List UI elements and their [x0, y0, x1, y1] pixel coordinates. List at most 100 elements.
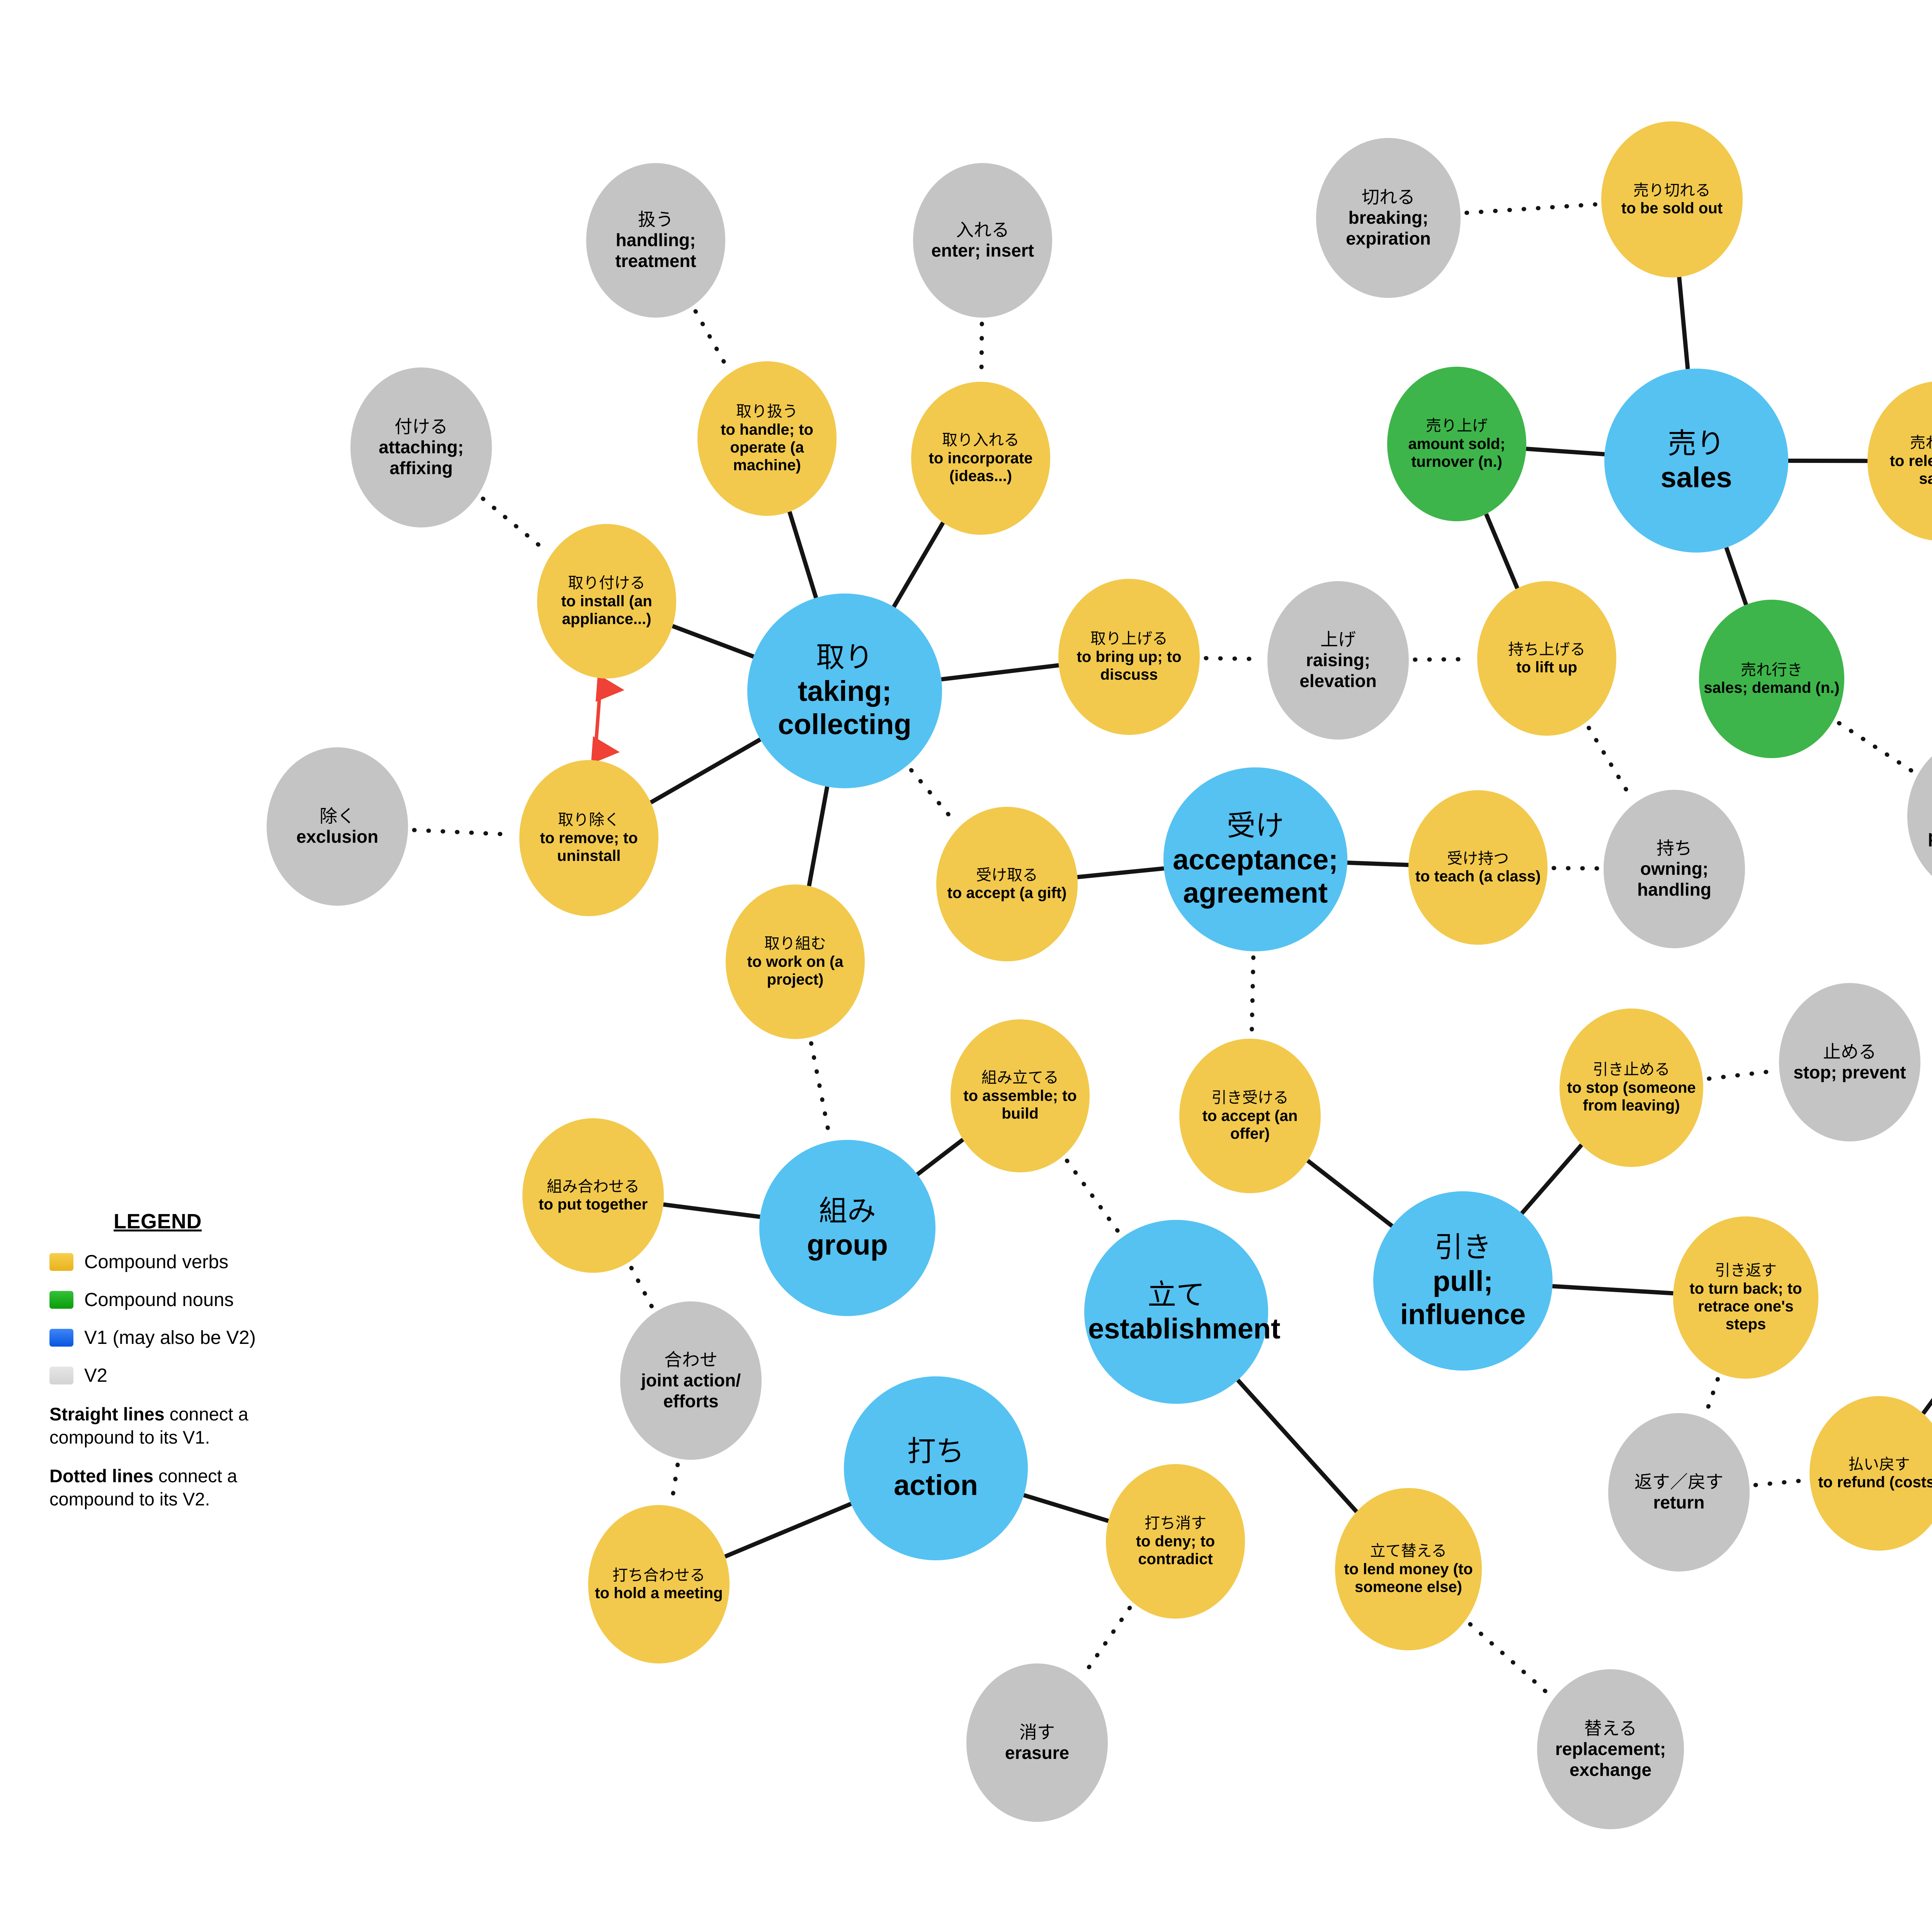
node-en-label: handling; treatment [615, 230, 696, 271]
node-mochiageru[interactable]: 持ち上げる to lift up [1477, 581, 1616, 736]
node-age[interactable]: 上げ raising; elevation [1267, 581, 1409, 740]
node-uketoru[interactable]: 受け取る to accept (a gift) [936, 807, 1078, 961]
node-jp-label: 引き受ける [1211, 1089, 1289, 1107]
node-uchi[interactable]: 打ち action [844, 1376, 1028, 1560]
legend-note-dotted: Dotted lines connect a compound to its V… [49, 1464, 320, 1511]
node-atsukau[interactable]: 扱う handling; treatment [586, 163, 725, 318]
node-jp-label: 取り組む [764, 935, 826, 952]
node-yuki[interactable]: 行きjourney; proceedings [1907, 736, 1932, 896]
edge-dotted-v2 [809, 1041, 832, 1138]
node-jp-label: 打ち [907, 1435, 964, 1468]
node-ireru[interactable]: 入れる enter; insert [913, 163, 1052, 318]
node-jp-label: 替える [1584, 1718, 1637, 1738]
node-hikikaesu[interactable]: 引き返す to turn back; to retrace one's steps [1673, 1216, 1818, 1379]
node-tsukeru[interactable]: 付ける attaching; affixing [350, 367, 492, 527]
legend-swatch-icon [49, 1291, 73, 1309]
node-en-label: to hold a meeting [595, 1585, 723, 1602]
node-uchikesu[interactable]: 打ち消す to deny; to contradict [1106, 1464, 1245, 1619]
node-uriage[interactable]: 売り上げ amount sold; turnover (n.) [1387, 367, 1526, 521]
node-jp-label: 受け持つ [1447, 850, 1509, 867]
node-jp-label: 取り付ける [568, 575, 645, 592]
node-uredasu[interactable]: 売れ出すto release (for sales) [1867, 381, 1932, 541]
node-kaeru[interactable]: 替える replacement; exchange [1537, 1669, 1684, 1829]
node-mochi[interactable]: 持ち owning; handling [1604, 790, 1745, 948]
node-en-label: exclusion [296, 827, 379, 847]
node-toriageru[interactable]: 取り上げる to bring up; to discuss [1058, 579, 1200, 735]
node-kesu[interactable]: 消す erasure [966, 1663, 1108, 1822]
node-jp-label: 受け [1227, 810, 1284, 842]
node-kumiawaseru[interactable]: 組み合わせる to put together [522, 1118, 664, 1273]
edge-dotted-v2 [909, 768, 957, 825]
node-en-label: to release (for sales) [1889, 452, 1932, 488]
node-toritsukeru[interactable]: 取り付ける to install (an appliance...) [537, 524, 676, 679]
edge-dotted-v2 [412, 828, 515, 837]
node-toriireru[interactable]: 取り入れる to incorporate (ideas...) [911, 382, 1050, 535]
edge-dotted-v2 [1587, 726, 1634, 801]
legend-item-label: V1 (may also be V2) [84, 1327, 256, 1348]
node-hiki[interactable]: 引き pull; influence [1373, 1191, 1553, 1371]
node-ureyuki[interactable]: 売れ行き sales; demand (n.) [1699, 600, 1844, 758]
node-torikumu[interactable]: 取り組む to work on (a project) [726, 884, 865, 1039]
node-torinozoku[interactable]: 取り除く to remove; to uninstall [519, 760, 658, 916]
node-jp-label: 受け取る [976, 866, 1038, 884]
node-jp-label: 引き止める [1593, 1061, 1670, 1078]
node-uke[interactable]: 受け acceptance; agreement [1163, 767, 1347, 951]
legend: LEGEND Compound verbs Compound nouns V1 (m… [49, 1209, 389, 1511]
node-hikitomeru[interactable]: 引き止める to stop (someone from leaving) [1560, 1009, 1703, 1167]
node-kumitateru[interactable]: 組み立てる to assemble; to build [951, 1019, 1090, 1172]
node-kumi[interactable]: 組み group [759, 1140, 935, 1316]
edge-solid-v1 [787, 511, 818, 599]
node-tate[interactable]: 立て establishment [1084, 1220, 1281, 1404]
legend-note-straight-bold: Straight lines [49, 1404, 165, 1424]
edge-solid-v1 [1347, 861, 1409, 867]
node-tori[interactable]: 取り taking; collecting [747, 594, 942, 788]
node-kaesumodosu[interactable]: 返す／戻す return [1608, 1413, 1750, 1571]
legend-item-label: Compound nouns [84, 1289, 234, 1310]
node-tomeru[interactable]: 止める stop; prevent [1779, 983, 1920, 1141]
node-urikireru[interactable]: 売り切れる to be sold out [1601, 121, 1743, 277]
node-jp-label: 取り扱う [736, 403, 798, 420]
node-uri[interactable]: 売り sales [1604, 369, 1788, 553]
edge-solid-v1 [941, 663, 1059, 682]
node-en-label: stop; prevent [1793, 1062, 1906, 1082]
edge-solid-v1 [1023, 1493, 1109, 1523]
node-ukemotsu[interactable]: 受け持つ to teach (a class) [1408, 790, 1548, 945]
node-jp-label: 打ち消す [1145, 1515, 1206, 1532]
node-en-label: to lend money (to someone else) [1344, 1560, 1473, 1596]
edge-dotted-v2 [1065, 1158, 1121, 1235]
node-kireru[interactable]: 切れる breaking; expiration [1316, 138, 1461, 298]
node-en-label: attaching; affixing [379, 437, 464, 478]
node-en-label: replacement; exchange [1555, 1739, 1666, 1780]
node-tatekaeru[interactable]: 立て替える to lend money (to someone else) [1335, 1488, 1482, 1650]
node-nozoku[interactable]: 除く exclusion [267, 747, 408, 906]
node-jp-label: 行き [1911, 785, 1932, 806]
node-jp-label: 売れ出す [1910, 434, 1932, 452]
node-jp-label: 合わせ [664, 1349, 718, 1370]
legend-item-1: Compound nouns [49, 1289, 389, 1311]
node-en-label: to accept (an offer) [1202, 1107, 1298, 1143]
node-en-label: to accept (a gift) [947, 884, 1067, 901]
legend-swatch-icon [49, 1367, 73, 1384]
node-en-label: acceptance; agreement [1173, 844, 1338, 909]
node-haraimodosu[interactable]: 払い戻す to refund (costs) [1810, 1396, 1932, 1551]
node-en-label: establishment [1088, 1313, 1281, 1345]
node-hikiukeru[interactable]: 引き受ける to accept (an offer) [1179, 1039, 1321, 1193]
node-jp-label: 売り切れる [1633, 182, 1711, 199]
edge-solid-v1 [1677, 277, 1690, 369]
node-jp-label: 立て [1148, 1279, 1205, 1311]
node-uchiawaseru[interactable]: 打ち合わせる to hold a meeting [588, 1505, 730, 1663]
edge-dotted-v2 [1468, 1622, 1551, 1697]
edge-solid-v1 [1552, 1284, 1673, 1296]
node-jp-label: 切れる [1362, 187, 1415, 207]
node-awase[interactable]: 合わせ joint action/ efforts [620, 1301, 762, 1460]
node-jp-label: 取り入れる [942, 432, 1019, 449]
node-toriatsukau[interactable]: 取り扱う to handle; to operate (a machine) [697, 361, 837, 516]
node-en-label: raising; elevation [1299, 650, 1377, 691]
node-en-label: owning; handling [1637, 859, 1711, 900]
edge-solid-v1 [1520, 1143, 1583, 1215]
node-en-label: group [807, 1229, 888, 1261]
edge-dotted-v2 [1704, 1377, 1720, 1415]
edge-solid-v1 [916, 1138, 964, 1176]
legend-note-dotted-rest: connect a compound to its V2. [49, 1466, 237, 1510]
